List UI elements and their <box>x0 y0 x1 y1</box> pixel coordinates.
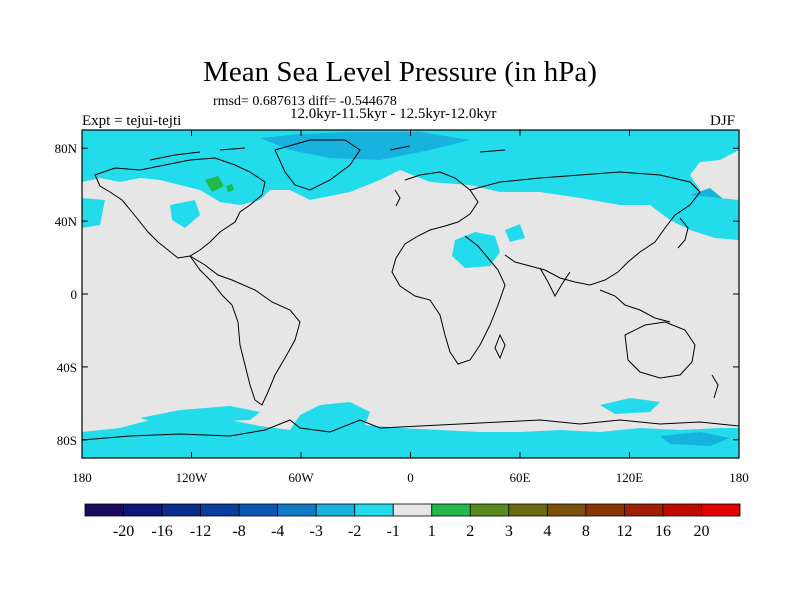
colorbar-label: 3 <box>505 523 513 540</box>
lon-tick-label: 60W <box>288 470 314 485</box>
coast-europe-africa <box>391 171 506 365</box>
colorbar-swatch <box>508 503 548 517</box>
colorbar-swatch <box>354 503 394 517</box>
colorbar-swatch <box>469 503 510 517</box>
stats-line: rmsd= 0.687613 diff= -0.544678 <box>213 94 397 109</box>
colorbar-swatch <box>277 503 317 517</box>
antarctic-deeper-anomaly <box>660 432 730 446</box>
middle-east-negative-anomaly <box>452 232 500 268</box>
canada-positive-anomaly <box>205 176 224 192</box>
colorbar-swatch <box>161 503 201 517</box>
colorbar-label: 8 <box>582 523 590 540</box>
colorbar-swatch <box>123 503 163 517</box>
south-pacific-patch <box>600 398 660 414</box>
colorbar-label: 1 <box>428 523 436 540</box>
coast-british-isles <box>394 189 401 207</box>
coast-south-america <box>189 255 301 406</box>
lon-tick-label: 120E <box>616 470 644 485</box>
coast-new-zealand <box>711 374 719 399</box>
lon-tick-label: 180 <box>72 470 92 485</box>
central-asia-patch <box>505 224 525 242</box>
arctic-deeper-anomaly <box>260 132 470 160</box>
colorbar-swatch <box>662 503 702 517</box>
colorbar-label: -1 <box>387 523 400 540</box>
coast-asia <box>469 171 701 286</box>
canada-positive-anomaly-2 <box>226 184 234 192</box>
lat-tick-label: 40S <box>57 360 77 375</box>
map-title: Mean Sea Level Pressure (in hPa) <box>203 56 597 88</box>
colorbar-label: 20 <box>693 523 709 540</box>
colorbar-swatch <box>238 503 279 517</box>
coast-antarctica <box>82 419 739 441</box>
coast-australia <box>624 321 696 379</box>
arctic-negative-anomaly <box>82 130 739 205</box>
map-panel <box>82 130 739 458</box>
colorbar-label: 2 <box>466 523 474 540</box>
coast-japan <box>677 217 689 249</box>
coast-se-asia <box>599 289 671 323</box>
coast-north-america <box>94 157 266 259</box>
coast-india <box>539 267 571 298</box>
colorbar-label: 12 <box>616 523 632 540</box>
colorbar-swatch <box>431 503 471 517</box>
lat-tick-label: 80N <box>55 141 78 156</box>
lon-tick-label: 120W <box>176 470 209 485</box>
coastlines <box>82 139 739 441</box>
lat-tick-label: 40N <box>55 214 78 229</box>
colorbar-label: -12 <box>190 523 211 540</box>
coast-arctic-islands <box>149 145 506 161</box>
colorbar-label: -2 <box>348 523 361 540</box>
north-america-patch <box>170 200 200 228</box>
nw-pacific-west-patch <box>82 198 105 228</box>
experiment-label: Expt = tejui-tejti <box>82 113 182 129</box>
coast-greenland <box>274 139 361 191</box>
colorbar-swatch <box>315 503 356 517</box>
colorbar-swatch <box>546 503 587 517</box>
coast-madagascar <box>494 333 506 360</box>
nw-pacific-negative-anomaly <box>650 195 739 240</box>
lon-tick-label: 0 <box>407 470 414 485</box>
lat-tick-label: 0 <box>71 287 78 302</box>
colorbar-swatch <box>84 503 124 517</box>
colorbar-swatch <box>200 503 240 517</box>
colorbar: -20 -16 -12 -8 -4 -3 -2 -1 1 2 3 4 8 12 16 20 <box>84 503 741 540</box>
colorbar-label: -3 <box>310 523 323 540</box>
period-line: 12.0kyr-11.5kyr - 12.5kyr-12.0kyr <box>290 106 497 122</box>
colorbar-label: -4 <box>271 523 284 540</box>
colorbar-label: -8 <box>232 523 245 540</box>
lon-tick-label: 180 <box>729 470 749 485</box>
season-label: DJF <box>710 113 736 129</box>
lat-tick-label: 80S <box>57 433 77 448</box>
colorbar-swatch <box>585 503 625 517</box>
colorbar-label: -16 <box>151 523 172 540</box>
colorbar-swatch <box>701 503 741 517</box>
antarctic-negative-anomaly <box>82 402 739 458</box>
colorbar-label: 4 <box>543 523 551 540</box>
southern-ocean-band <box>140 406 260 424</box>
colorbar-swatch <box>624 503 664 517</box>
colorbar-label: 16 <box>655 523 671 540</box>
lon-tick-label: 60E <box>510 470 531 485</box>
colorbar-label: -20 <box>113 523 134 540</box>
map-axes: 80N 40N 0 40S 80S 180 120W 60W 0 60E 120E 180 <box>55 130 749 485</box>
colorbar-swatch <box>392 503 433 517</box>
